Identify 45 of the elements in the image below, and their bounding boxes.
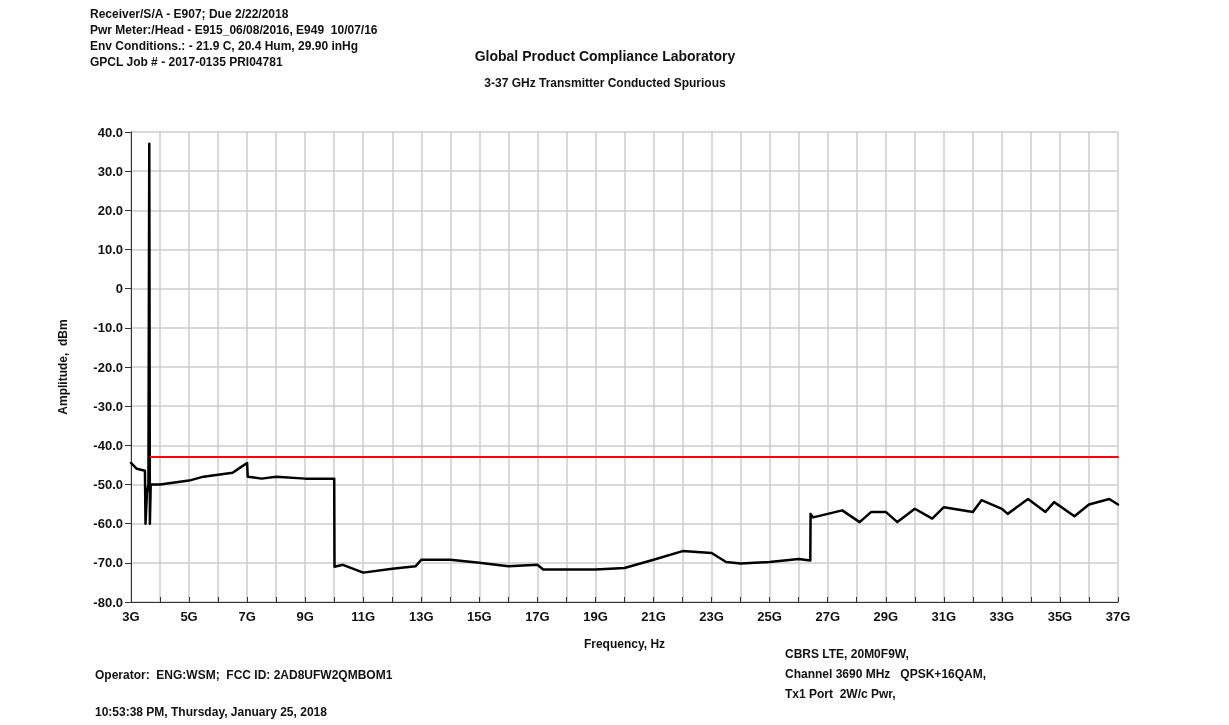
y-tick-label: -20.0 — [93, 359, 123, 375]
x-tick-label: 11G — [351, 609, 376, 624]
text: Tx1 Port 2W/c Pwr, — [785, 687, 896, 701]
x-tick-label: 5G — [180, 609, 198, 624]
x-tick-label: 13G — [409, 609, 434, 624]
chart-title: Global Product Compliance Laboratory — [474, 48, 736, 64]
y-axis-title: Amplitude, dBm — [56, 319, 70, 415]
y-tick-label: 10.0 — [97, 242, 123, 257]
y-tick-label: -80.0 — [93, 594, 123, 610]
y-tick-label: 0 — [115, 281, 123, 297]
x-tick-label: 21G — [641, 609, 666, 624]
y-tick-label: -70.0 — [93, 555, 123, 571]
line-series — [129, 142, 1120, 574]
x-tick-label: 7G — [238, 609, 256, 624]
y-tick-label: -10.0 — [93, 320, 123, 336]
y-tick-label: 40.0 — [97, 124, 123, 140]
x-tick-label: 9G — [296, 609, 314, 624]
x-tick-label: 27G — [815, 609, 840, 624]
x-tick-label: 25G — [757, 609, 782, 624]
text: 10:53:38 PM, Thursday, January 25, 2018 — [95, 705, 328, 719]
x-tick-label: 31G — [931, 609, 957, 624]
x-tick-label: 15G — [467, 609, 492, 624]
text: CBRS LTE, 20M0F9W, — [785, 647, 909, 661]
y-tick-label: 20.0 — [97, 202, 123, 218]
x-tick-label: 3G — [122, 609, 140, 624]
text: Channel 3690 MHz QPSK+16QAM, — [785, 667, 987, 681]
text: Env Conditions.: - 21.9 C, 20.4 Hum, 29.90 inHg — [90, 39, 359, 53]
x-tick-label: 23G — [699, 609, 724, 624]
x-tick-label: 17G — [525, 609, 550, 624]
y-tick-label: -60.0 — [93, 516, 123, 532]
x-tick-label: 29G — [873, 609, 899, 624]
y-tick-label: -30.0 — [93, 398, 123, 414]
text: Pwr Meter:/Head - E915_06/08/2016, E949 10/07/16 — [90, 23, 378, 37]
x-axis-title: Frequency, Hz — [583, 637, 666, 651]
y-tick-label: -50.0 — [93, 477, 123, 492]
text: Receiver/S/A - E907; Due 2/22/2018 — [90, 7, 289, 21]
chart-subtitle: 3-37 GHz Transmitter Conducted Spurious — [484, 76, 727, 90]
y-tick-label: 30.0 — [97, 163, 123, 179]
x-tick-label: 19G — [583, 609, 608, 624]
text: GPCL Job # - 2017-0135 PRI04781 — [90, 55, 283, 69]
x-tick-label: 33G — [989, 609, 1015, 624]
x-tick-label: 35G — [1047, 609, 1073, 624]
y-tick-label: -40.0 — [93, 437, 123, 453]
text: Operator: ENG:WSM; FCC ID: 2AD8UFW2QMBOM1 — [95, 668, 393, 682]
x-tick-label: 37G — [1105, 609, 1131, 624]
